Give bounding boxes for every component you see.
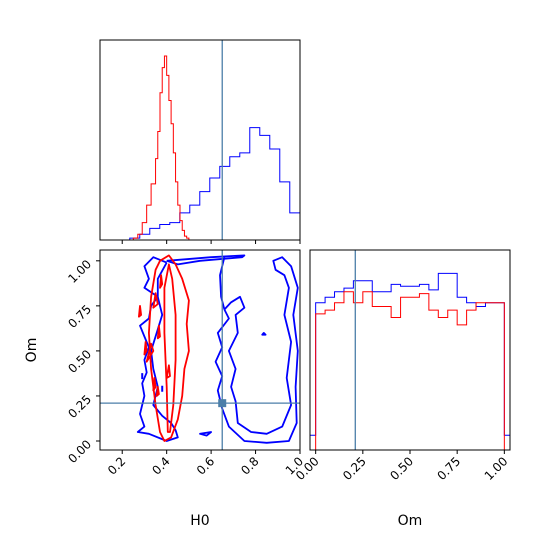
om-histogram-step-2 (310, 291, 510, 451)
joint-truth-marker (218, 399, 227, 408)
om-x-axis-label: Om (398, 513, 423, 529)
h0-histogram-step-2 (100, 55, 194, 241)
joint-y-axis-label: Om (24, 338, 40, 363)
joint-x-tick-label-4: 0.8 (238, 454, 261, 477)
joint-contour-5 (199, 431, 212, 437)
joint-contour-panel: 0.2 0.4 0.6 0.8 1.0 0.000.250.500.751.00 H0 … (24, 249, 306, 529)
joint-contour-11 (156, 324, 161, 340)
joint-y-tick-label-4: 0.75 (65, 302, 94, 331)
joint-x-tick-label-3: 0.6 (194, 454, 217, 477)
joint-contour-3 (136, 256, 179, 442)
joint-density-mark-1 (161, 385, 164, 392)
joint-contour-1 (166, 254, 246, 266)
joint-y-tick-label-1: 0.00 (65, 437, 94, 466)
h0-panel-ticks (121, 240, 301, 244)
om-x-tick-label-3: 0.50 (387, 454, 416, 483)
joint-contour-10 (145, 342, 155, 363)
om-x-axis-ticks: 0.00 0.25 0.50 0.75 1.00 (293, 450, 510, 483)
joint-density-mark-2 (141, 373, 144, 380)
joint-contour-4 (214, 256, 299, 444)
om-histogram-series (310, 272, 510, 451)
joint-y-tick-label-2: 0.25 (65, 392, 94, 421)
joint-contour-7 (148, 254, 190, 442)
joint-y-axis-ticks: 0.00 0.25 0.50 0.75 1.00 (65, 257, 100, 466)
joint-x-axis-ticks: 0.2 0.4 0.6 0.8 1.0 (105, 450, 306, 478)
om-x-tick-label-2: 0.25 (340, 454, 369, 483)
h0-histogram-step-1 (100, 127, 300, 241)
joint-contour-8 (163, 263, 177, 433)
joint-contour-12 (143, 341, 148, 356)
joint-contour-17 (165, 364, 171, 379)
om-panel-frame (309, 249, 511, 451)
joint-contour-15 (159, 274, 164, 289)
joint-y-tick-label-5: 1.00 (65, 257, 94, 286)
om-x-tick-label-4: 0.75 (434, 454, 463, 483)
joint-contour-14 (155, 386, 160, 397)
h0-panel-frame (99, 39, 301, 241)
h0-marginal-panel (99, 39, 301, 244)
joint-contours (136, 254, 299, 444)
joint-contour-9 (152, 292, 159, 309)
joint-x-axis-label: H0 (190, 513, 209, 529)
joint-contour-13 (138, 305, 142, 318)
joint-panel-frame (99, 249, 301, 451)
om-marginal-panel: 0.00 0.25 0.50 0.75 1.00 Om (293, 249, 511, 529)
joint-x-tick-label-2: 0.4 (149, 454, 172, 477)
joint-y-tick-label-3: 0.50 (65, 347, 94, 376)
om-x-tick-label-5: 1.00 (482, 454, 511, 483)
joint-contour-6 (261, 332, 267, 336)
h0-histogram-series (100, 55, 300, 241)
joint-contour-16 (152, 377, 157, 392)
joint-x-tick-label-1: 0.2 (105, 454, 128, 477)
